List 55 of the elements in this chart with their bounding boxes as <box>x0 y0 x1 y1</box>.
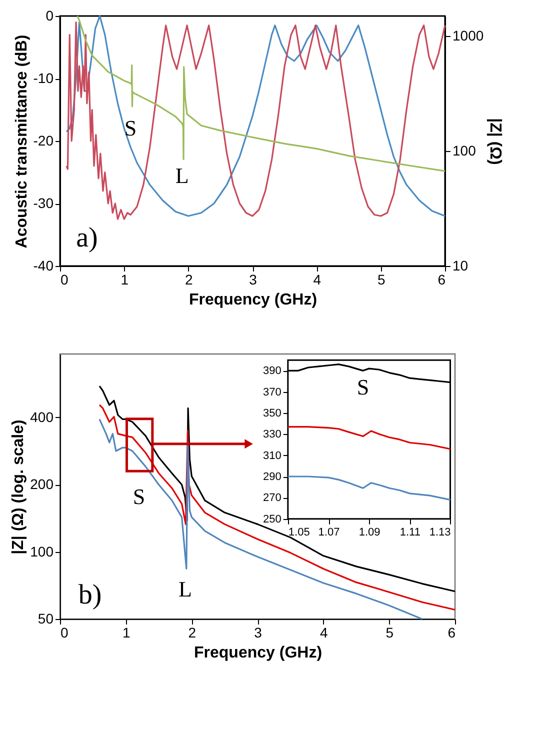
x-axis-title: Frequency (GHz) <box>194 644 322 662</box>
y-tick-label: 290 <box>263 471 282 483</box>
y-tick-label: 330 <box>263 428 282 441</box>
y-tick-label: 350 <box>263 408 282 420</box>
line-series <box>287 426 452 450</box>
y-tick-label: -30 <box>33 195 54 211</box>
x-tick-label: 1.09 <box>358 526 380 538</box>
x-tick-label: 0 <box>60 272 68 288</box>
x-tick-label: 6 <box>438 272 446 288</box>
line-series <box>98 404 456 611</box>
y2-axis-title: |Z| (Ω) <box>486 118 504 165</box>
annotation: S <box>132 484 146 510</box>
y-tick-label: 310 <box>263 450 282 462</box>
x-tick-label: 2 <box>188 624 196 640</box>
x-tick-label: 0 <box>60 624 68 640</box>
annotation: L <box>175 163 189 188</box>
x-tick-label: 3 <box>249 272 258 288</box>
x-tick-label: 3 <box>254 624 262 640</box>
y-tick-label: 390 <box>263 365 282 378</box>
x-tick-label: 1.11 <box>400 526 420 538</box>
y-tick-label: -40 <box>33 258 54 274</box>
x-tick-label: 4 <box>313 272 322 288</box>
y2-tick-label: 10 <box>452 258 468 274</box>
y-tick-label: 200 <box>30 476 54 492</box>
y-tick-label: 250 <box>263 513 282 526</box>
x-tick-label: 5 <box>386 624 394 640</box>
y-tick-label: -20 <box>33 132 54 148</box>
x-tick-label: 1.07 <box>318 526 340 538</box>
y-tick-label: 0 <box>46 8 54 24</box>
y-tick-label: 400 <box>30 408 54 425</box>
annotation: b) <box>78 580 102 611</box>
x-tick-label: 1 <box>120 272 129 288</box>
y-tick-label: 50 <box>38 610 54 626</box>
y2-tick-label: 100 <box>452 142 476 159</box>
x-tick-label: 4 <box>320 624 328 640</box>
y-tick-label: 370 <box>263 386 282 398</box>
x-axis-title: Frequency (GHz) <box>188 292 318 308</box>
x-tick-label: 1.13 <box>429 526 451 538</box>
y-tick-label: -10 <box>33 70 54 86</box>
x-tick-label: 2 <box>184 272 193 288</box>
x-tick-label: 6 <box>448 624 456 640</box>
y-tick-label: 270 <box>263 492 282 504</box>
y-axis-title: Acoustic transmittance (dB) <box>13 34 30 248</box>
annotation: a) <box>76 222 98 254</box>
y2-tick-label: 1000 <box>452 28 484 44</box>
annotation: S <box>356 374 370 400</box>
x-tick-label: 1 <box>122 624 130 640</box>
y-axis-title: |Z| (Ω) (log. scale) <box>10 420 28 554</box>
annotation: L <box>178 576 192 602</box>
line-series <box>98 418 423 620</box>
y-tick-label: 100 <box>30 543 54 560</box>
x-tick-label: 1.05 <box>288 526 310 538</box>
annotation: S <box>124 116 137 140</box>
x-tick-label: 5 <box>377 272 386 288</box>
line-series <box>287 476 452 501</box>
